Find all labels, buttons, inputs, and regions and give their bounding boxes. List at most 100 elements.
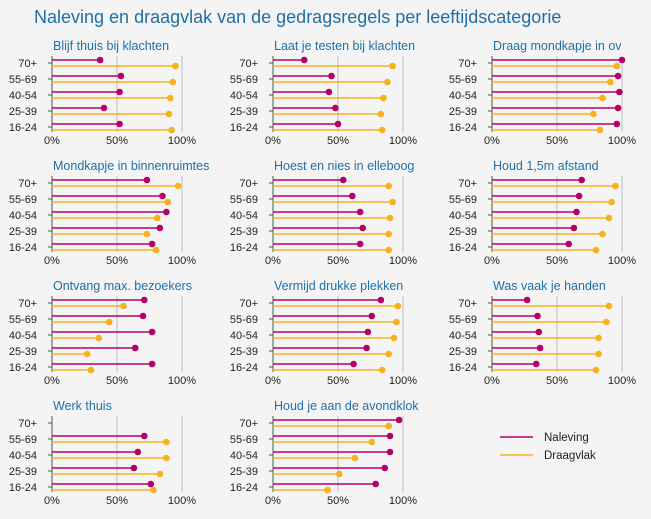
naleving-dot (116, 120, 123, 128)
naleving-dot (156, 224, 164, 232)
naleving-dot (143, 176, 151, 184)
draagvlak-dot (386, 214, 394, 222)
draagvlak-dot (393, 318, 400, 326)
draagvlak-dot (605, 302, 613, 310)
x-tick-label: 50% (546, 375, 568, 387)
draagvlak-dot (384, 78, 391, 86)
naleving-dot (117, 72, 125, 80)
draagvlak-dot (165, 110, 173, 118)
naleving-dot (334, 120, 342, 128)
draagvlak-dot (324, 486, 331, 494)
category-label: 40-54 (230, 90, 258, 102)
draagvlak-dot (378, 366, 386, 374)
x-tick-label: 100% (389, 135, 417, 147)
category-label: 25-39 (230, 346, 258, 358)
draagvlak-dot (595, 350, 602, 358)
panel: Laat je testen bij klachten 0% 50% 100% 70+ 5… (230, 39, 417, 147)
category-label: 55-69 (449, 314, 477, 326)
x-tick-label: 50% (327, 135, 349, 147)
naleving-dot (578, 176, 585, 184)
x-tick-label: 0% (44, 255, 60, 267)
category-label: 16-24 (9, 242, 37, 254)
naleving-dot (575, 192, 583, 200)
naleving-dot (618, 56, 626, 64)
naleving-dot (141, 432, 148, 440)
draagvlak-dot (168, 126, 175, 134)
naleving-dot (381, 464, 389, 472)
draagvlak-dot (87, 366, 95, 374)
chart-title: Naleving en draagvlak van de gedragsrege… (34, 7, 561, 27)
category-label: 25-39 (449, 106, 477, 118)
x-tick-label: 50% (106, 255, 128, 267)
naleving-dot (148, 328, 156, 336)
draagvlak-dot (595, 334, 602, 342)
draagvlak-dot (385, 350, 393, 358)
category-label: 70+ (18, 178, 37, 190)
naleving-dot (614, 104, 622, 112)
naleving-dot (339, 176, 347, 184)
category-label: 40-54 (230, 210, 258, 222)
draagvlak-dot (592, 366, 600, 374)
category-label: 25-39 (9, 106, 37, 118)
x-tick-label: 100% (168, 255, 196, 267)
naleving-dot (147, 480, 155, 488)
category-label: 25-39 (9, 466, 37, 478)
x-tick-label: 100% (168, 495, 196, 507)
draagvlak-dot (336, 470, 343, 478)
x-tick-label: 50% (327, 255, 349, 267)
category-label: 40-54 (230, 330, 258, 342)
naleving-dot (363, 344, 370, 352)
category-label: 70+ (239, 58, 258, 70)
category-label: 40-54 (230, 450, 258, 462)
draagvlak-dot (380, 94, 387, 102)
category-label: 16-24 (449, 122, 477, 134)
x-tick-label: 0% (44, 375, 60, 387)
legend: Naleving Draagvlak (500, 432, 596, 462)
draagvlak-dot (167, 94, 174, 102)
panel-title: Laat je testen bij klachten (274, 39, 415, 53)
category-label: 40-54 (449, 210, 477, 222)
draagvlak-dot (605, 214, 613, 222)
x-tick-label: 50% (546, 255, 568, 267)
draagvlak-dot (394, 302, 402, 310)
naleving-dot (148, 240, 156, 248)
panel-title: Blijf thuis bij klachten (53, 39, 169, 53)
draagvlak-dot (143, 230, 151, 238)
category-label: 16-24 (230, 362, 258, 374)
panel: Houd 1,5m afstand 0% 50% 100% 70+ 55-69 40-54 2… (449, 159, 636, 267)
draagvlak-dot (385, 246, 393, 254)
naleving-dot (148, 360, 156, 368)
panel: Hoest en nies in elleboog 0% 50% 100% 70+ 55-… (230, 159, 417, 267)
naleving-dot (328, 72, 335, 80)
naleving-dot (534, 312, 541, 320)
category-label: 40-54 (9, 450, 37, 462)
draagvlak-dot (390, 334, 398, 342)
x-tick-label: 100% (389, 495, 417, 507)
panel: Was vaak je handen 0% 50% 100% 70+ 55-69 40-54… (449, 279, 636, 387)
category-label: 16-24 (230, 242, 258, 254)
x-tick-label: 0% (265, 495, 281, 507)
x-tick-label: 50% (327, 375, 349, 387)
x-tick-label: 0% (265, 135, 281, 147)
naleving-dot (141, 296, 148, 304)
naleving-dot (613, 120, 621, 128)
draagvlak-dot (368, 438, 376, 446)
naleving-dot (565, 240, 572, 248)
category-label: 70+ (18, 298, 37, 310)
category-label: 25-39 (230, 466, 258, 478)
legend-naleving-label: Naleving (544, 432, 589, 444)
naleving-dot (96, 56, 104, 64)
x-tick-label: 100% (608, 135, 636, 147)
category-label: 40-54 (9, 330, 37, 342)
naleving-dot (131, 344, 139, 352)
naleving-dot (386, 448, 394, 456)
naleving-dot (300, 56, 308, 64)
draagvlak-dot (378, 126, 386, 134)
naleving-dot (139, 312, 147, 320)
category-label: 55-69 (230, 74, 258, 86)
naleving-dot (532, 360, 540, 368)
x-tick-label: 50% (106, 375, 128, 387)
draagvlak-dot (592, 246, 600, 254)
naleving-dot (163, 208, 170, 216)
